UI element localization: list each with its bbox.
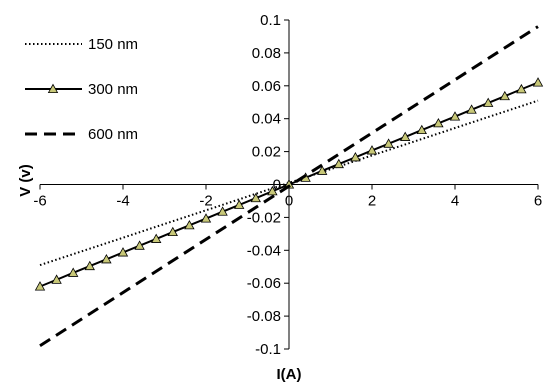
data-point-marker [34,281,46,291]
data-point-marker [516,83,527,94]
x-tick-label: 4 [451,193,459,210]
data-point-marker [84,260,95,271]
legend-item: 150 nm [25,36,138,53]
series-600-nm [39,25,539,347]
legend-label: 150 nm [88,36,138,53]
y-tick-label: 0 [273,177,281,194]
data-point-marker [466,104,477,114]
data-point-marker [51,274,62,284]
data-point-marker [217,206,228,216]
data-point-marker [449,111,461,121]
data-point-marker [383,138,394,148]
x-tick-label: 6 [534,193,542,210]
x-tick-label: -4 [116,193,129,210]
y-tick-label: 0.1 [260,12,281,29]
series-layer [34,25,544,347]
y-tick-label: -0.1 [255,341,281,358]
y-tick-label: -0.04 [247,242,281,259]
data-point-marker [68,267,79,277]
x-tick-label: 2 [368,193,376,210]
axes: -6 -4 -2 0 2 4 6-0.1-0.08-0.06-0.04-0.0200.020… [17,12,542,383]
data-point-marker [267,185,278,196]
data-point-marker [101,254,112,264]
data-point-marker [184,219,195,230]
series-150-nm [39,99,539,267]
data-point-marker [134,240,145,250]
data-point-marker [151,233,162,243]
data-point-marker [366,145,378,155]
y-tick-label: -0.02 [247,209,281,226]
y-tick-label: 0.08 [252,45,281,62]
data-point-marker [532,77,544,87]
data-point-marker [499,90,510,101]
y-axis-title: V (v) [17,164,34,197]
x-axis-title: I(A) [277,366,302,383]
y-tick-label: -0.08 [247,308,281,325]
data-point-marker [167,226,178,237]
data-point-marker [416,124,427,135]
legend-marker [47,83,59,93]
data-point-marker [234,199,245,209]
x-tick-label: 0 [285,193,293,210]
y-tick-label: 0.04 [252,111,281,128]
y-tick-label: 0.02 [252,144,281,161]
legend-item: 600 nm [25,126,138,143]
data-point-marker [433,117,444,128]
data-point-marker [117,247,129,257]
data-point-marker [350,152,361,162]
y-tick-label: -0.06 [247,275,281,292]
y-tick-label: 0.06 [252,78,281,95]
legend-item: 300 nm [25,81,138,98]
data-point-marker [250,192,261,203]
data-point-marker [483,97,494,107]
x-tick-label: -6 [33,193,46,210]
series-line [39,99,539,267]
data-point-marker [333,158,344,169]
legend-label: 600 nm [88,126,138,143]
data-point-marker [400,131,411,141]
data-point-marker [317,165,328,175]
data-point-marker [200,213,212,223]
x-tick-label: -2 [199,193,212,210]
series-line [39,25,539,347]
legend-label: 300 nm [88,81,138,98]
legend: 150 nm 300 nm 600 nm [25,36,138,143]
